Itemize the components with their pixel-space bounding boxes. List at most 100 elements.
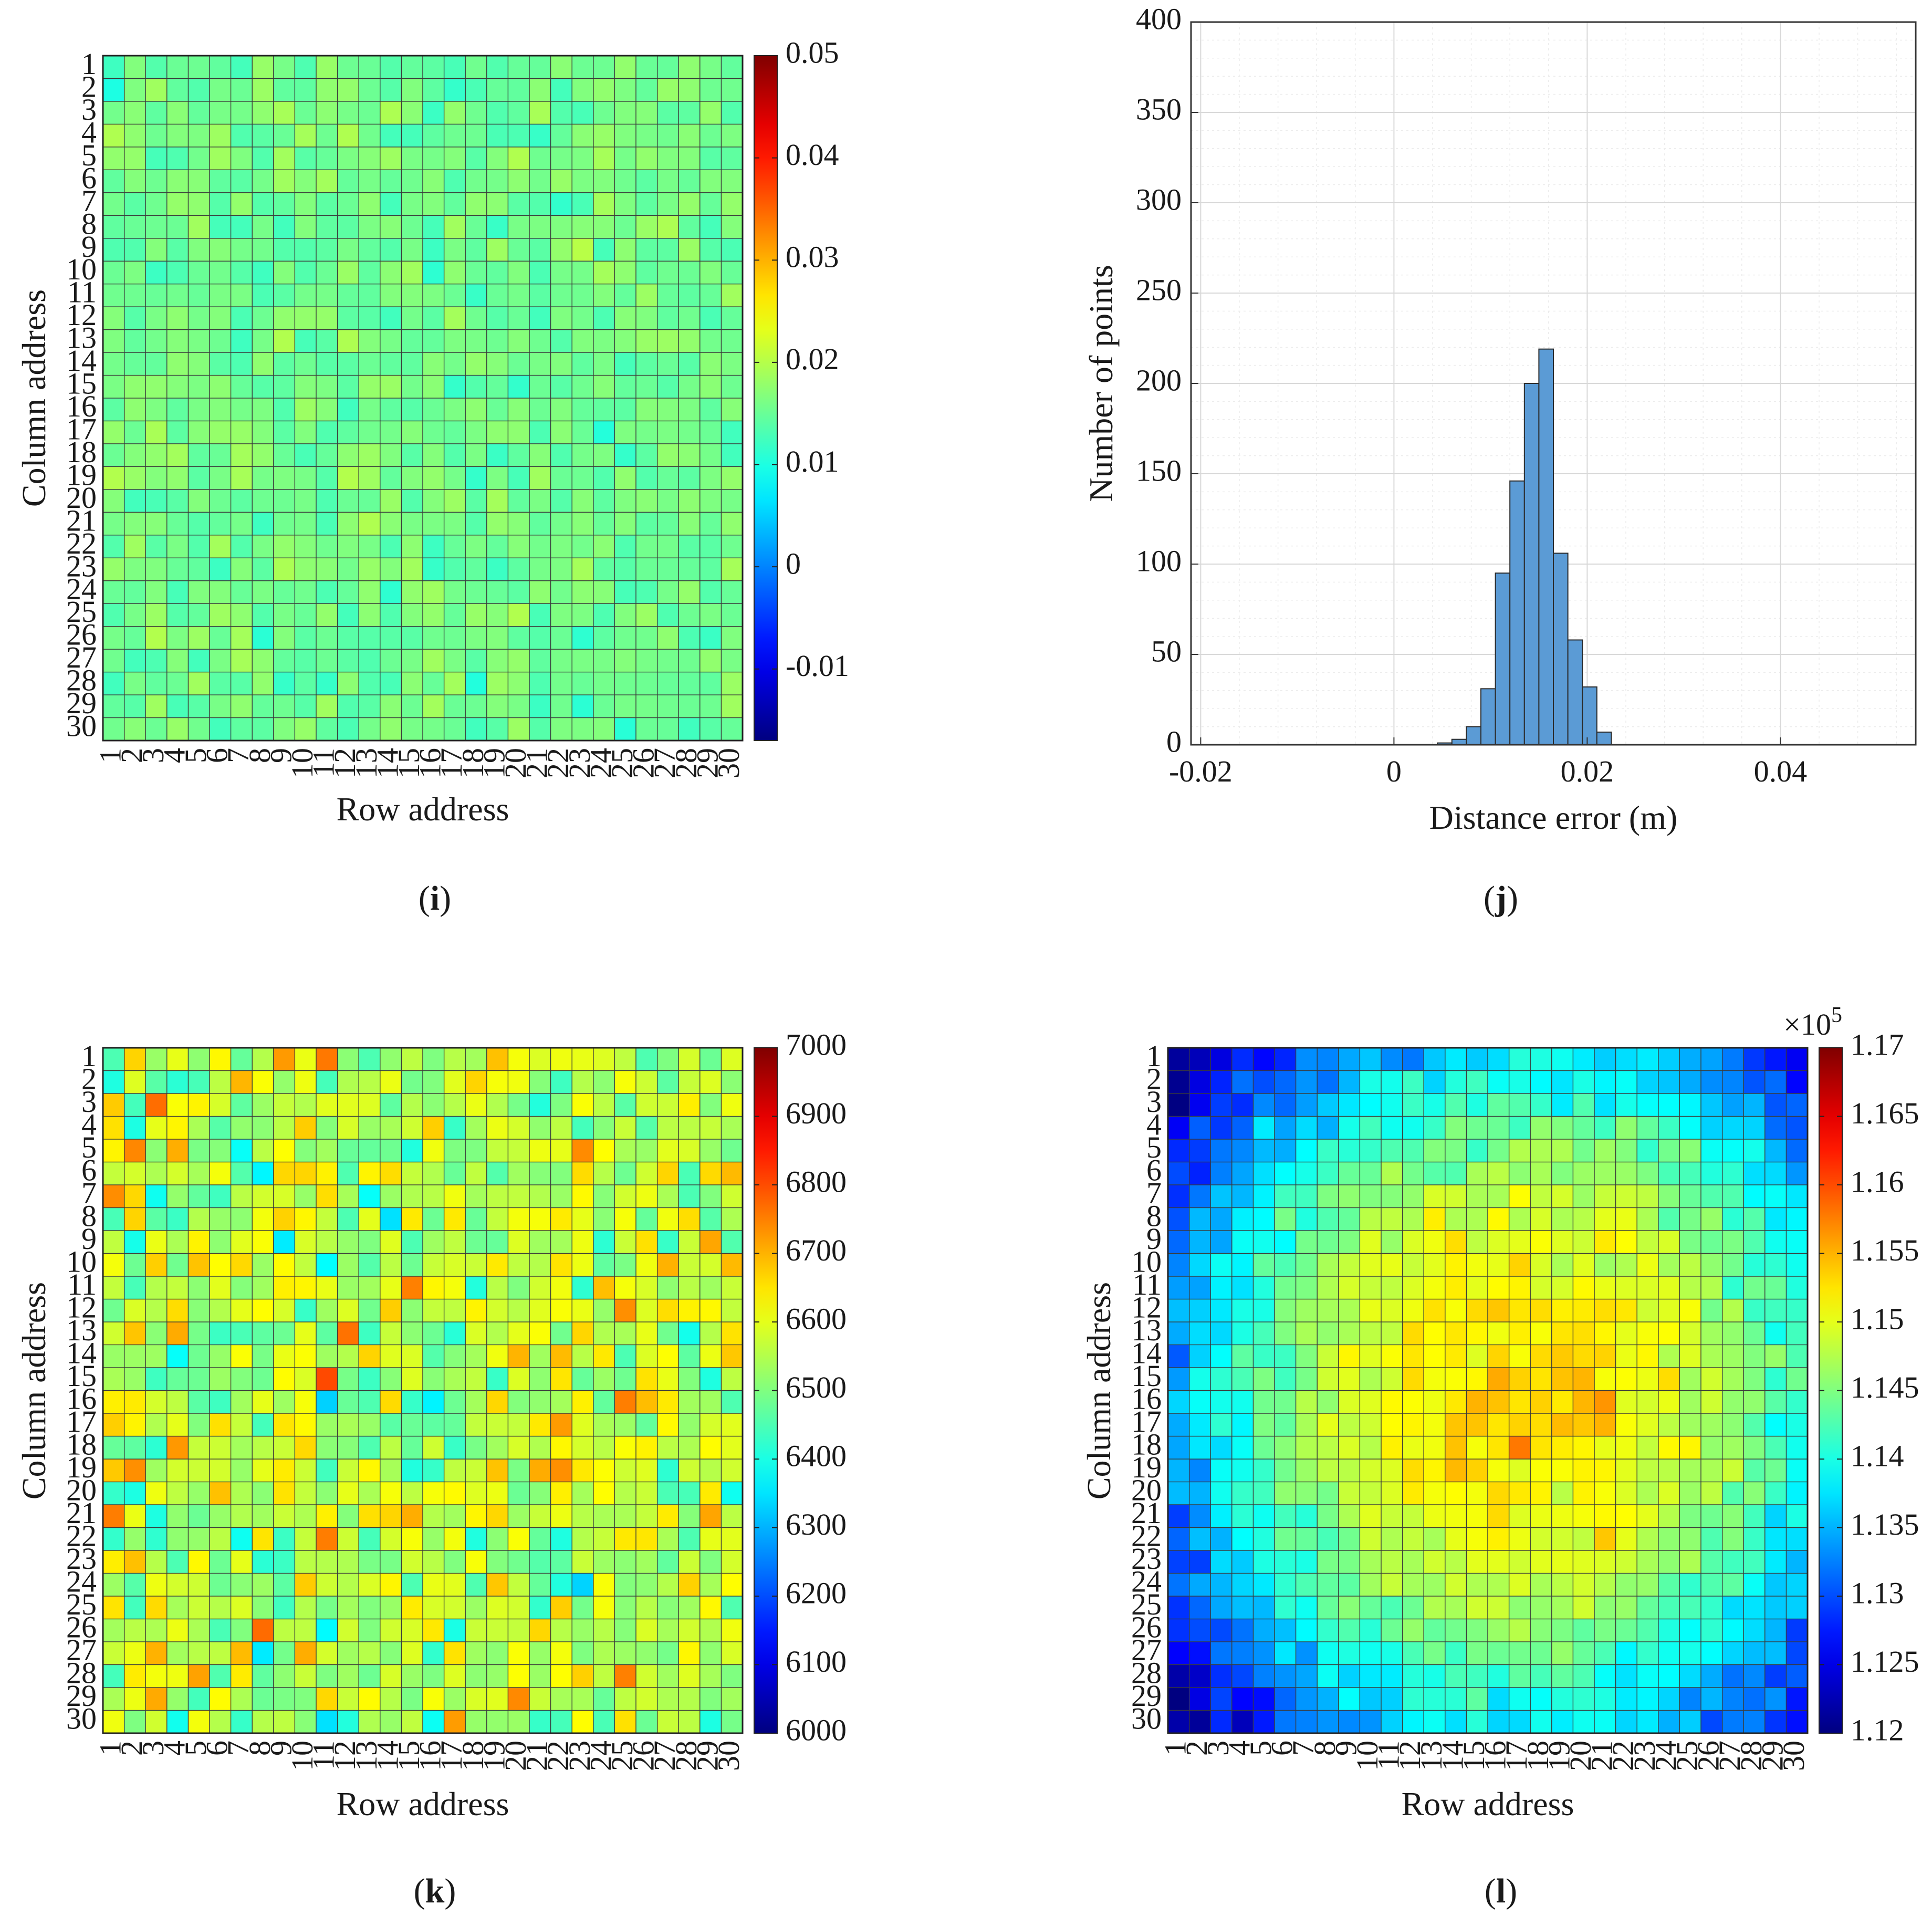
- heatmap-cell: [507, 1070, 530, 1094]
- heatmap-cell: [401, 580, 424, 605]
- heatmap-cell: [529, 717, 551, 742]
- heatmap-cell: [123, 1207, 147, 1231]
- y-tick-label: 28: [66, 663, 97, 697]
- heatmap-cell: [635, 1687, 658, 1711]
- heatmap-cell: [593, 1116, 615, 1140]
- heatmap-cell: [380, 671, 402, 696]
- y-tick-label: 2: [1146, 1062, 1162, 1096]
- panel-label: (l): [1485, 1872, 1517, 1910]
- x-tick-label: 7: [221, 748, 255, 763]
- heatmap-cell: [1381, 1390, 1403, 1414]
- heatmap-cell: [699, 1390, 722, 1414]
- heatmap-cell: [123, 671, 147, 696]
- heatmap-cell: [1359, 1413, 1382, 1437]
- heatmap-cell: [1530, 1550, 1552, 1574]
- heatmap-cell: [422, 78, 445, 102]
- heatmap-cell: [380, 1276, 402, 1300]
- heatmap-cell: [1317, 1527, 1339, 1551]
- heatmap-cell: [1508, 1481, 1531, 1505]
- heatmap-cell: [1743, 1321, 1766, 1346]
- heatmap-cell: [230, 557, 253, 581]
- heatmap-cell: [230, 1207, 253, 1231]
- heatmap-cell: [230, 192, 253, 216]
- heatmap-cell: [273, 283, 296, 308]
- heatmap-cell: [1295, 1116, 1318, 1140]
- heatmap-cell: [358, 489, 381, 513]
- heatmap-cell: [166, 352, 189, 376]
- heatmap-cell: [1188, 1070, 1212, 1094]
- heatmap-cell: [209, 352, 232, 376]
- heatmap-cell: [1423, 1435, 1446, 1460]
- heatmap-cell: [593, 192, 615, 216]
- heatmap-cell: [1295, 1641, 1318, 1665]
- heatmap-cell: [699, 717, 722, 742]
- heatmap-cell: [614, 1413, 637, 1437]
- heatmap-cell: [720, 352, 744, 376]
- heatmap-cell: [252, 374, 274, 399]
- heatmap-cell: [187, 649, 210, 673]
- heatmap-cell: [1679, 1207, 1701, 1231]
- heatmap-cell: [166, 123, 189, 148]
- heatmap-cell: [294, 1527, 317, 1551]
- heatmap-cell: [209, 1390, 232, 1414]
- heatmap-cell: [1743, 1047, 1766, 1071]
- heatmap-cell: [1700, 1390, 1723, 1414]
- heatmap-cell: [656, 169, 680, 193]
- heatmap-cell: [678, 1367, 701, 1391]
- heatmap-cell: [1487, 1687, 1510, 1711]
- heatmap-cell: [102, 1390, 125, 1414]
- heatmap-cell: [1743, 1298, 1766, 1322]
- heatmap-cell: [593, 626, 615, 650]
- heatmap-cell: [1721, 1184, 1745, 1209]
- heatmap-cell: [443, 1527, 466, 1551]
- heatmap-cell: [699, 489, 722, 513]
- heatmap-cell: [720, 466, 744, 490]
- heatmap-cell: [550, 101, 573, 125]
- x-tick-label: 7: [221, 1741, 255, 1756]
- heatmap-cell: [678, 420, 701, 444]
- heatmap-cell: [550, 1641, 573, 1665]
- heatmap-cell: [1295, 1276, 1318, 1300]
- heatmap-cell: [1700, 1321, 1723, 1346]
- heatmap-cell: [486, 398, 509, 422]
- heatmap-cell: [209, 1413, 232, 1437]
- heatmap-cell: [187, 101, 210, 125]
- heatmap-cell: [656, 1184, 680, 1209]
- heatmap-cell: [273, 1344, 296, 1368]
- heatmap-cell: [337, 192, 360, 216]
- heatmap-cell: [1167, 1390, 1190, 1414]
- heatmap-cell: [1167, 1367, 1190, 1391]
- heatmap-cell: [316, 306, 338, 330]
- heatmap-cell: [1381, 1641, 1403, 1665]
- heatmap-cell: [1317, 1504, 1339, 1528]
- heatmap-cell: [1210, 1367, 1233, 1391]
- heatmap-cell: [294, 306, 317, 330]
- heatmap-cell: [507, 1459, 530, 1483]
- heatmap-cell: [187, 1664, 210, 1688]
- x-tick-label: 16: [1478, 1741, 1512, 1771]
- heatmap-cell: [720, 1527, 744, 1551]
- heatmap-cell: [443, 649, 466, 673]
- heatmap-cell: [1764, 1139, 1787, 1163]
- heatmap-cell: [294, 1687, 317, 1711]
- heatmap-cell: [1274, 1664, 1297, 1688]
- heatmap-cell: [1508, 1459, 1531, 1483]
- y-tick-label: 350: [1136, 92, 1182, 126]
- heatmap-cell: [1423, 1413, 1446, 1437]
- heatmap-cell: [571, 1664, 594, 1688]
- heatmap-cell: [145, 1687, 168, 1711]
- heatmap-cell: [209, 1687, 232, 1711]
- heatmap-cell: [720, 420, 744, 444]
- heatmap-cell: [635, 1596, 658, 1620]
- y-tick-label: 22: [66, 526, 97, 560]
- x-tick-label: 29: [690, 1741, 724, 1771]
- heatmap-cell: [486, 1481, 509, 1505]
- heatmap-cell: [1721, 1664, 1745, 1688]
- heatmap-cell: [699, 215, 722, 239]
- heatmap-cell: [273, 1596, 296, 1620]
- heatmap-cell: [571, 603, 594, 627]
- heatmap-cell: [1615, 1253, 1638, 1277]
- heatmap-cell: [337, 1253, 360, 1277]
- heatmap-cell: [166, 535, 189, 559]
- heatmap-cell: [678, 215, 701, 239]
